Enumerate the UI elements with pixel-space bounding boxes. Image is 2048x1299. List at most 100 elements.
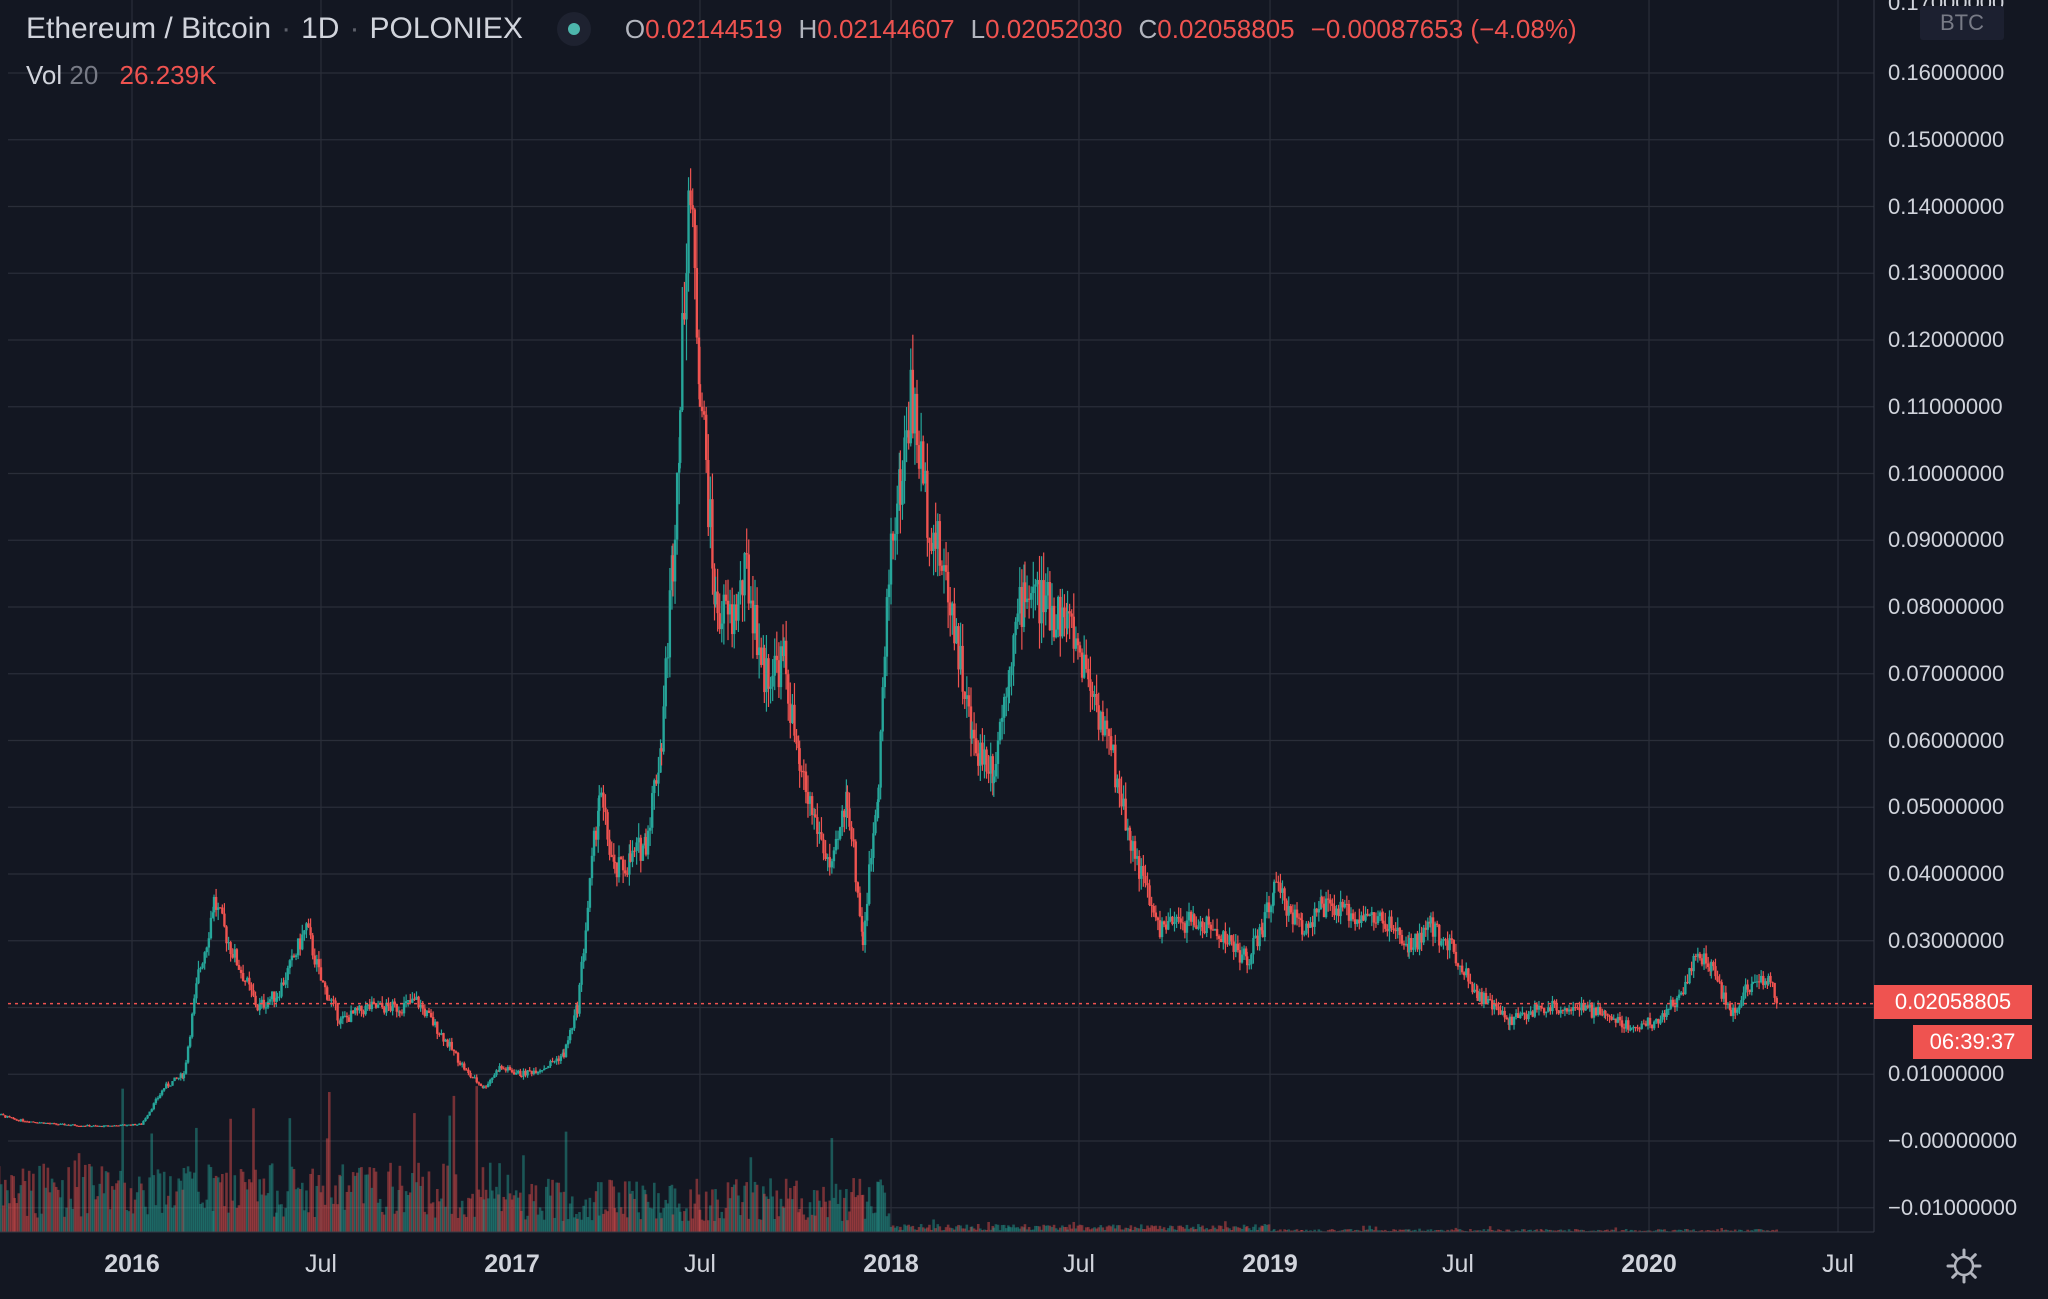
candle-body [1091, 690, 1094, 697]
candle-body [641, 845, 645, 861]
volume-bar [1424, 1230, 1428, 1232]
volume-bar [52, 1182, 56, 1232]
candle-body [1329, 899, 1332, 904]
candle-body [919, 441, 923, 469]
candle-body [1665, 1009, 1668, 1017]
candle-body [1211, 929, 1215, 931]
candle-body [879, 731, 882, 788]
volume-legend[interactable]: Vol 20 26.239K [26, 60, 216, 91]
interval-label[interactable]: 1D [301, 12, 340, 45]
candle-body [1066, 611, 1069, 629]
volume-bar [56, 1189, 60, 1232]
candle-body [1675, 997, 1679, 1008]
candle-body [219, 907, 222, 909]
candle-body [1128, 827, 1132, 841]
volume-bar [36, 1217, 39, 1232]
candle-body [188, 1036, 192, 1047]
volume-bar [96, 1196, 100, 1232]
volume-bar [1228, 1228, 1231, 1232]
candle-body [1527, 1014, 1530, 1020]
volume-bar [1036, 1225, 1039, 1232]
volume-bar [586, 1217, 590, 1232]
volume-bar [482, 1199, 486, 1232]
candle-body [1082, 654, 1086, 678]
candle-body [1097, 705, 1100, 730]
candle-body [317, 959, 321, 968]
volume-bar [223, 1206, 226, 1232]
volume-bar [383, 1214, 386, 1232]
candle-body [275, 997, 278, 1002]
candle-body [810, 796, 814, 815]
candle-body [804, 771, 808, 793]
volume-bar [1773, 1230, 1776, 1232]
candle-body [1258, 927, 1261, 947]
candle-body [1586, 1005, 1589, 1008]
volume-bar [462, 1214, 466, 1232]
candle-body [547, 1066, 550, 1069]
candle-body [307, 923, 310, 928]
gear-icon[interactable] [1944, 1246, 1984, 1286]
candle-body [400, 1012, 404, 1014]
candle-body [1072, 616, 1075, 649]
volume-bar [808, 1202, 812, 1232]
volume-bar [175, 1191, 178, 1232]
candle-body [773, 655, 776, 676]
volume-bar [199, 1203, 202, 1232]
volume-bar [580, 1219, 583, 1232]
volume-bar [557, 1182, 561, 1232]
volume-bar [282, 1216, 285, 1232]
volume-bar [203, 1208, 206, 1232]
volume-bar [1514, 1230, 1518, 1232]
candle-body [1370, 912, 1373, 916]
volume-bar [1582, 1230, 1585, 1232]
volume-bar [195, 1127, 198, 1232]
candle-body [406, 1000, 410, 1002]
candle-body [1038, 579, 1041, 624]
volume-bar [755, 1184, 759, 1232]
symbol-name[interactable]: Ethereum / Bitcoin [26, 12, 272, 45]
candle-body [1618, 1017, 1622, 1021]
volume-bar [305, 1190, 308, 1232]
volume-bar [435, 1188, 439, 1232]
candle-body [798, 748, 801, 771]
candle-body [1116, 778, 1119, 788]
candle-body [1599, 1006, 1602, 1015]
candle-body [282, 982, 285, 985]
candle-body [858, 892, 862, 916]
volume-bar [319, 1192, 323, 1232]
volume-bar [930, 1229, 933, 1232]
volume-bar [1317, 1229, 1321, 1232]
candle-body [881, 687, 884, 732]
candle-body [330, 999, 333, 1001]
volume-bar [1482, 1229, 1486, 1232]
volume-bar [953, 1229, 956, 1232]
volume-bar [1016, 1227, 1020, 1232]
candle-body [417, 996, 420, 1008]
candle-body [1291, 912, 1295, 925]
candle-body [351, 1010, 355, 1014]
candle-body [13, 1118, 16, 1120]
volume-bar [207, 1164, 211, 1232]
volume-bar [812, 1190, 816, 1232]
volume-bar [1493, 1230, 1496, 1232]
candle-body [1042, 580, 1045, 613]
candle-body [1109, 736, 1113, 751]
volume-bar [358, 1167, 361, 1232]
volume-bar [1521, 1229, 1524, 1232]
candle-body [1234, 943, 1237, 952]
candle-body [1244, 948, 1248, 957]
volume-bar [442, 1163, 445, 1232]
candle-body [409, 1000, 412, 1003]
volume-bar [1099, 1225, 1103, 1232]
currency-badge[interactable]: BTC [1920, 6, 2004, 40]
candle-body [450, 1041, 454, 1050]
volume-bar [142, 1190, 145, 1232]
volume-bar [23, 1181, 27, 1232]
volume-bar [123, 1182, 127, 1232]
candle-body [1070, 613, 1073, 617]
candle-body [262, 999, 266, 1008]
volume-bar [1694, 1230, 1698, 1232]
volume-bar [258, 1179, 262, 1232]
volume-bar [1040, 1229, 1043, 1232]
